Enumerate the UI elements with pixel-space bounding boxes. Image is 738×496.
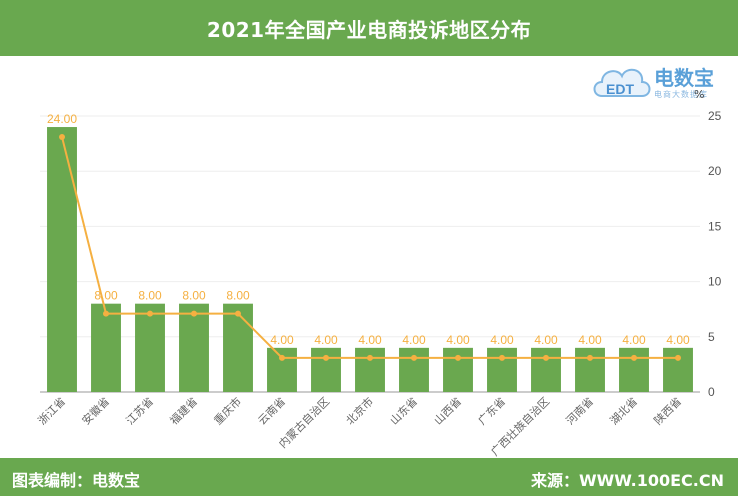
data-label: 24.00 <box>47 112 77 126</box>
line-point <box>675 354 681 361</box>
line-point <box>59 134 65 141</box>
y-axis: 0 5 10 15 20 25 <box>708 109 722 399</box>
bar <box>179 303 209 392</box>
chart-footer: 图表编制：电数宝 来源：WWW.100EC.CN <box>0 458 738 496</box>
bar <box>487 347 517 392</box>
data-label: 4.00 <box>622 333 646 347</box>
data-label: 8.00 <box>182 289 206 303</box>
line-point <box>235 310 241 317</box>
y-tick-label: 10 <box>708 275 722 289</box>
line-point <box>323 354 329 361</box>
line-point <box>455 354 461 361</box>
y-tick-label: 0 <box>708 385 715 399</box>
cloud-logo-icon: EDT <box>593 68 651 97</box>
logo-mark-text: EDT <box>606 81 634 97</box>
logo-subtitle: 电商大数据库 <box>654 90 708 99</box>
line-point <box>543 354 549 361</box>
bar <box>663 347 693 392</box>
brand-logo: EDT 电数宝 电商大数据库 <box>592 58 732 104</box>
data-label: 8.00 <box>226 289 250 303</box>
data-label: 8.00 <box>138 289 162 303</box>
line-point <box>279 354 285 361</box>
line-point <box>411 354 417 361</box>
data-label: 4.00 <box>578 333 602 347</box>
x-tick-label: 北京市 <box>343 394 376 427</box>
x-tick-label: 广东省 <box>476 395 509 428</box>
value-labels: 24.00 8.00 8.00 8.00 8.00 4.00 4.00 4.00 4.00 4.0… <box>47 112 690 347</box>
y-axis-unit: % <box>694 88 705 101</box>
x-tick-label: 重庆市 <box>211 394 244 427</box>
x-tick-label: 山东省 <box>388 395 421 428</box>
bar <box>47 127 77 392</box>
bar <box>531 347 561 392</box>
data-label: 4.00 <box>534 333 558 347</box>
bar <box>355 347 385 392</box>
line-point <box>587 354 593 361</box>
x-tick-label: 江苏省 <box>124 395 157 428</box>
data-label: 4.00 <box>314 333 338 347</box>
bar <box>135 303 165 392</box>
bar <box>443 347 473 392</box>
y-tick-label: 20 <box>708 164 722 178</box>
x-tick-label: 湖北省 <box>608 395 641 428</box>
x-tick-label: 安徽省 <box>79 394 112 427</box>
x-tick-label: 陕西省 <box>651 394 684 427</box>
line-point <box>103 310 109 317</box>
data-label: 4.00 <box>666 333 690 347</box>
bar <box>619 347 649 392</box>
data-label: 4.00 <box>402 333 426 347</box>
data-label: 4.00 <box>490 333 514 347</box>
line-point <box>367 354 373 361</box>
data-label: 4.00 <box>358 333 382 347</box>
bar <box>223 303 253 392</box>
data-label: 4.00 <box>270 333 294 347</box>
footer-source: 来源：WWW.100EC.CN <box>530 471 724 490</box>
x-tick-label: 福建省 <box>167 394 200 427</box>
chart-title: 2021年全国产业电商投诉地区分布 <box>206 17 532 42</box>
bars <box>47 127 693 392</box>
y-tick-label: 25 <box>708 109 722 123</box>
line-point <box>631 354 637 361</box>
bar <box>267 347 297 392</box>
bar <box>311 347 341 392</box>
chart-header: 2021年全国产业电商投诉地区分布 <box>0 0 738 56</box>
bar <box>399 347 429 392</box>
x-tick-label: 浙江省 <box>36 395 69 428</box>
x-tick-label: 山西省 <box>432 395 465 428</box>
trend-line <box>59 134 681 361</box>
bar <box>575 347 605 392</box>
line-point <box>499 354 505 361</box>
y-tick-label: 5 <box>708 330 715 344</box>
x-tick-label: 云南省 <box>256 395 289 428</box>
data-label: 4.00 <box>446 333 470 347</box>
x-tick-label: 河南省 <box>564 395 597 428</box>
line-point <box>191 310 197 317</box>
y-tick-label: 15 <box>708 219 722 233</box>
logo-name: 电数宝 <box>654 66 714 90</box>
footer-credit: 图表编制：电数宝 <box>12 471 141 490</box>
bar <box>91 303 121 392</box>
data-label: 8.00 <box>94 289 118 303</box>
line-point <box>147 310 153 317</box>
